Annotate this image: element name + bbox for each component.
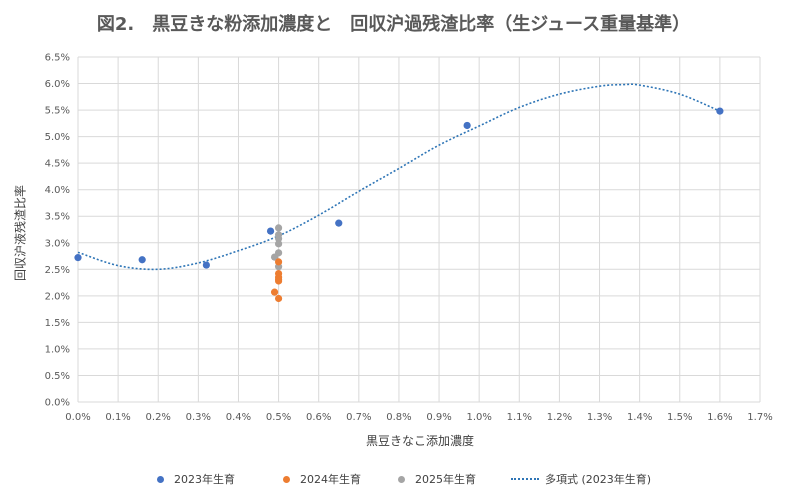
y-tick-label: 0.5% [45,371,70,382]
x-tick-label: 1.1% [507,412,532,423]
chart-title: 図2. 黒豆きな粉添加濃度と 回収沪過残渣比率（生ジュース重量基準） [96,14,691,35]
y-tick-label: 5.0% [45,132,70,143]
x-tick-label: 0.4% [226,412,251,423]
legend-item-2024: 2024年生育 [283,471,361,487]
legend-item-2025: 2025年生育 [398,471,476,487]
legend-marker-2023 [157,475,164,483]
data-point-2024年生育 [274,294,283,303]
legend-marker-2025 [398,475,405,483]
legend-item-2023: 2023年生育 [157,471,235,487]
data-point-2024年生育 [274,277,283,285]
x-tick-label: 1.5% [667,412,692,423]
x-tick-label: 0.6% [306,412,331,423]
x-tick-label: 1.0% [466,412,491,423]
data-point-2023年生育 [138,256,146,264]
data-point-2025年生育 [270,253,279,261]
y-tick-label: 2.5% [45,265,70,276]
data-point-2024年生育 [270,288,279,296]
x-tick-label: 0.0% [65,412,90,423]
legend-item-trendline: 多項式 (2023年生育) [511,471,651,487]
legend-label-2025: 2025年生育 [415,473,476,486]
legend-label-trendline: 多項式 (2023年生育) [545,473,652,486]
y-tick-label: 2.0% [45,291,70,302]
x-tick-label: 0.1% [105,412,130,423]
y-tick-label: 3.0% [45,238,70,249]
x-axis-label: 黒豆きなこ添加濃度 [365,434,474,448]
x-tick-label: 0.7% [346,412,371,423]
x-tick-label: 1.2% [547,412,572,423]
data-point-2023年生育 [202,261,210,269]
x-tick-label: 0.9% [426,412,451,423]
y-tick-label: 6.5% [45,53,70,64]
data-point-2023年生育 [463,121,471,130]
x-tick-label: 1.3% [587,412,612,423]
x-tick-label: 0.3% [186,412,211,423]
y-tick-label: 3.5% [45,212,70,223]
y-tick-label: 6.0% [45,79,70,90]
x-tick-label: 1.4% [627,412,652,423]
y-tick-label: 1.5% [45,318,70,329]
data-point-2024年生育 [274,258,283,266]
x-tick-label: 0.2% [146,412,171,423]
y-tick-label: 1.0% [45,344,70,355]
x-tick-label: 1.6% [707,412,732,423]
legend-label-2024: 2024年生育 [300,473,361,486]
data-point-2025年生育 [274,234,283,243]
y-tick-label: 5.5% [45,106,70,117]
y-tick-label: 4.5% [45,159,70,170]
legend-marker-trendline [511,478,539,480]
y-tick-label: 4.0% [45,185,70,196]
x-tick-label: 0.8% [386,412,411,423]
x-tick-label: 1.7% [747,412,772,423]
data-point-2025年生育 [274,240,283,248]
legend: 2023年生育 2024年生育 2025年生育 多項式 (2023年生育) [0,471,787,489]
data-point-2023年生育 [74,254,82,262]
data-point-2023年生育 [335,219,343,227]
y-tick-label: 0.0% [45,398,70,409]
data-point-2023年生育 [266,227,275,235]
trendline-2023 [77,83,721,271]
legend-marker-2024 [283,475,290,483]
legend-label-2023: 2023年生育 [174,473,235,486]
data-point-2023年生育 [716,107,724,115]
x-tick-label: 0.5% [266,412,291,423]
data-point-2025年生育 [274,224,283,232]
